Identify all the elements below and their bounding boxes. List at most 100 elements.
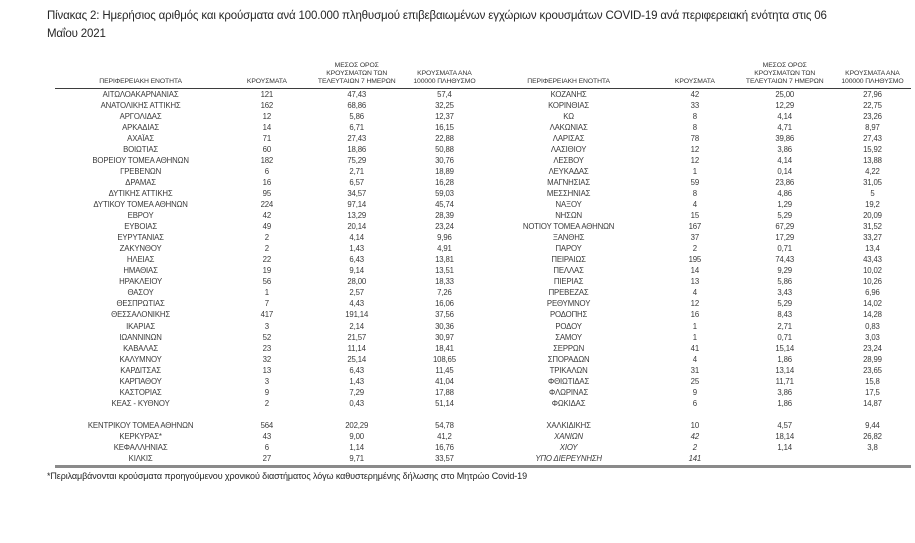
- cases-value: 162: [260, 100, 274, 110]
- cases-value: 8: [692, 188, 697, 198]
- region-name: ΒΟΙΩΤΙΑΣ: [123, 144, 159, 154]
- region-name: ΧΙΟΥ: [559, 442, 578, 452]
- region-name: ΘΕΣΠΡΩΤΙΑΣ: [116, 299, 165, 309]
- cases-value: 417: [260, 310, 274, 320]
- cases-value: 3: [264, 376, 269, 386]
- region-name: ΠΙΕΡΙΑΣ: [553, 277, 584, 287]
- region-name: ΚΕΡΚΥΡΑΣ*: [119, 431, 162, 441]
- covid-region-table: ΠΕΡΙΦΕΡΕΙΑΚΗ ΕΝΟΤΗΤΑ ΚΡΟΥΣΜΑΤΑ ΜΕΣΟΣ ΟΡΟ…: [55, 55, 911, 468]
- table-columns-wrapper: ΠΕΡΙΦΕΡΕΙΑΚΗ ΕΝΟΤΗΤΑ ΚΡΟΥΣΜΑΤΑ ΜΕΣΟΣ ΟΡΟ…: [55, 55, 911, 468]
- table-row: ΜΕΣΣΗΝΙΑΣ 8 4,86 5: [483, 188, 911, 199]
- per100k-value: 16,15: [435, 122, 454, 132]
- table-row: ΝΟΤΙΟΥ ΤΟΜΕΑ ΑΘΗΝΩΝ 167 67,29 31,52: [483, 222, 911, 233]
- avg7-value: 13,29: [347, 211, 367, 221]
- table-row: ΣΕΡΡΩΝ 41 15,14 23,24: [483, 343, 911, 354]
- table-row: ΧΑΝΙΩΝ 42 18,14 26,82: [483, 431, 911, 442]
- avg7-value: 4,57: [777, 420, 792, 430]
- region-name: ΕΥΡΥΤΑΝΙΑΣ: [117, 233, 164, 243]
- region-name: ΣΠΟΡΑΔΩΝ: [547, 354, 590, 364]
- cases-value: 195: [688, 255, 702, 265]
- cases-value: 3: [264, 321, 269, 331]
- table-body-right: ΚΟΖΑΝΗΣ 42 25,00 27,96 ΚΟΡΙΝΘΙΑΣ 33 12,29 22,75…: [483, 89, 911, 465]
- per100k-value: 16,76: [435, 442, 454, 452]
- per100k-value: 13,81: [435, 255, 454, 265]
- cases-value: 2: [264, 244, 269, 254]
- per100k-value: 15,92: [863, 144, 882, 154]
- region-name: ΖΑΚΥΝΘΟΥ: [119, 244, 162, 254]
- region-name: ΕΒΡΟΥ: [127, 211, 154, 221]
- avg7-value: 3,86: [777, 387, 792, 397]
- per100k-value: 5: [870, 188, 875, 198]
- table-right-half: ΠΕΡΙΦΕΡΕΙΑΚΗ ΕΝΟΤΗΤΑ ΚΡΟΥΣΜΑΤΑ ΜΕΣΟΣ ΟΡΟ…: [483, 55, 911, 465]
- region-name: ΡΟΔΟΠΗΣ: [549, 310, 588, 320]
- per100k-value: 19,2: [865, 199, 880, 209]
- avg7-value: 18,86: [347, 144, 367, 154]
- avg7-value: 21,57: [347, 332, 367, 342]
- table-row: ΚΕΡΚΥΡΑΣ* 43 9,00 41,2: [55, 431, 483, 442]
- cases-value: 4: [692, 199, 697, 209]
- per100k-value: 51,14: [435, 398, 454, 408]
- per100k-value: 11,45: [435, 365, 454, 375]
- table-row: ΕΥΒΟΙΑΣ 49 20,14 23,24: [55, 222, 483, 233]
- avg7-value: 0,71: [777, 244, 792, 254]
- cases-value: 42: [690, 431, 700, 441]
- avg7-value: 20,14: [347, 222, 367, 232]
- table-row: ΞΑΝΘΗΣ 37 17,29 33,27: [483, 233, 911, 244]
- region-name: ΙΩΑΝΝΙΝΩΝ: [119, 332, 162, 342]
- cases-value: 13: [262, 365, 272, 375]
- per100k-value: 17,5: [865, 387, 880, 397]
- avg7-value: 4,71: [777, 122, 792, 132]
- table-row: ΚΕΝΤΡΙΚΟΥ ΤΟΜΕΑ ΑΘΗΝΩΝ 564 202,29 54,78: [55, 420, 483, 431]
- avg7-value: 1,86: [777, 354, 792, 364]
- cases-value: 15: [690, 211, 700, 221]
- table-row: ΕΥΡΥΤΑΝΙΑΣ 2 4,14 9,96: [55, 233, 483, 244]
- per100k-value: 26,82: [863, 431, 882, 441]
- region-name: ΠΡΕΒΕΖΑΣ: [548, 288, 589, 298]
- avg7-value: 15,14: [775, 343, 795, 353]
- cases-value: 2: [692, 442, 697, 452]
- per100k-value: 14,02: [863, 299, 882, 309]
- region-name: ΚΑΡΔΙΤΣΑΣ: [120, 365, 161, 375]
- region-name: ΝΑΞΟΥ: [555, 199, 582, 209]
- region-name: ΠΕΙΡΑΙΩΣ: [551, 255, 586, 265]
- avg7-value: 25,14: [347, 354, 367, 364]
- per100k-value: 59,03: [435, 188, 454, 198]
- region-name: ΜΕΣΣΗΝΙΑΣ: [546, 188, 591, 198]
- avg7-value: 5,86: [349, 111, 364, 121]
- avg7-value: 5,86: [777, 277, 792, 287]
- region-name: ΕΥΒΟΙΑΣ: [124, 222, 157, 232]
- cases-value: 1: [264, 288, 269, 298]
- table-row: ΓΡΕΒΕΝΩΝ 6 2,71 18,89: [55, 166, 483, 177]
- cases-value: 37: [690, 233, 700, 243]
- per100k-value: 41,04: [435, 376, 454, 386]
- cases-value: 13: [690, 277, 700, 287]
- table-row: ΚΑΡΠΑΘΟΥ 3 1,43 41,04: [55, 376, 483, 387]
- cases-value: 182: [260, 155, 274, 165]
- region-name: ΗΛΕΙΑΣ: [126, 255, 155, 265]
- region-name: ΘΕΣΣΑΛΟΝΙΚΗΣ: [111, 310, 171, 320]
- table-row: ΛΕΣΒΟΥ 12 4,14 13,88: [483, 155, 911, 166]
- per100k-value: 16,06: [435, 299, 454, 309]
- region-name: ΛΑΚΩΝΙΑΣ: [549, 122, 588, 132]
- cases-value: 16: [262, 177, 272, 187]
- cases-value: 14: [690, 266, 700, 276]
- region-name: ΦΛΩΡΙΝΑΣ: [549, 387, 589, 397]
- table-row: ΜΑΓΝΗΣΙΑΣ 59 23,86 31,05: [483, 177, 911, 188]
- per100k-value: 18,89: [435, 166, 454, 176]
- avg7-value: 4,86: [777, 188, 792, 198]
- avg7-value: 1,43: [349, 376, 364, 386]
- avg7-value: 17,29: [775, 233, 795, 243]
- cases-value: 1: [692, 321, 697, 331]
- per100k-value: 7,26: [437, 288, 452, 298]
- region-name: ΚΑΛΥΜΝΟΥ: [119, 354, 162, 364]
- cases-value: 41: [690, 343, 700, 353]
- table-row: ΚΑΛΥΜΝΟΥ 32 25,14 108,65: [55, 354, 483, 365]
- cases-value: 31: [690, 365, 700, 375]
- cases-value: 22: [262, 255, 272, 265]
- per100k-value: 3,03: [865, 332, 880, 342]
- table-row: ΔΥΤΙΚΟΥ ΤΟΜΕΑ ΑΘΗΝΩΝ 224 97,14 45,74: [55, 199, 483, 210]
- table-footnote: *Περιλαμβάνονται κρούσματα προηγούμενου …: [47, 471, 527, 481]
- cases-value: 224: [260, 199, 274, 209]
- per100k-value: 54,78: [435, 420, 454, 430]
- per100k-value: 15,8: [865, 376, 880, 386]
